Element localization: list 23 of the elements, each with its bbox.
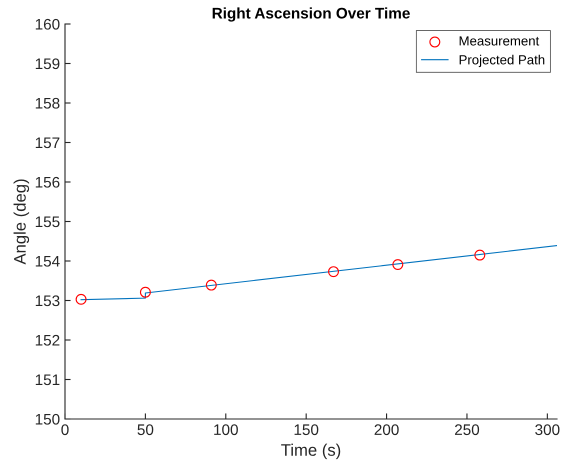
y-tick-label: 155: [36, 216, 60, 228]
y-tick-label: 157: [36, 138, 60, 148]
y-axis-title: Angle (deg): [14, 179, 30, 265]
x-tick-label: 50: [138, 424, 154, 436]
y-tick-label: 159: [36, 58, 60, 70]
x-tick-label: 250: [454, 424, 480, 436]
y-tick-label: 150: [36, 414, 60, 425]
y-tick-label: 154: [36, 256, 60, 267]
x-tick-label: 300: [535, 424, 560, 436]
x-axis-title: Time (s): [281, 444, 340, 460]
chart-title: Right Ascension Over Time: [212, 7, 410, 22]
y-tick-label: 153: [36, 295, 60, 306]
y-tick-label: 156: [36, 176, 60, 188]
y-tick-label: 152: [36, 334, 60, 346]
y-tick-label: 151: [36, 374, 60, 386]
legend-label: Projected Path: [460, 54, 544, 68]
x-tick-label: 0: [61, 424, 69, 436]
y-tick-label: 160: [36, 18, 60, 30]
x-tick-label: 100: [214, 424, 238, 436]
y-tick-label: 158: [36, 98, 60, 109]
legend-label: Measurement: [460, 36, 540, 46]
x-tick-label: 200: [374, 424, 399, 436]
x-tick-label: 150: [294, 424, 318, 436]
